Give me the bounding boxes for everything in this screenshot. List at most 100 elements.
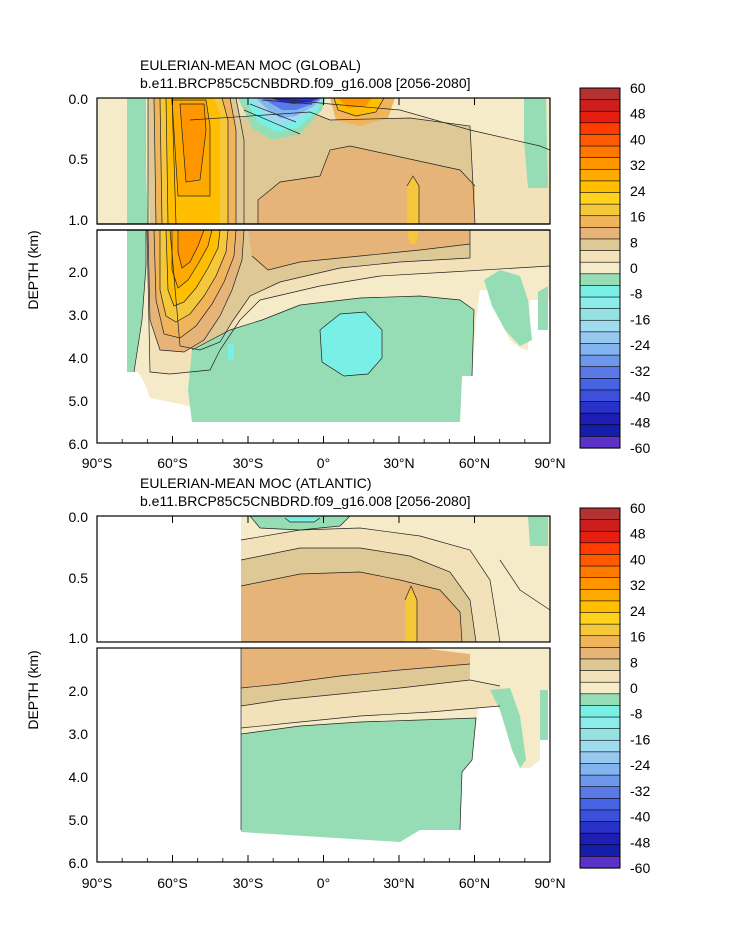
atlantic-colorbar-swatch — [579, 588, 621, 602]
atlantic-xtick-label: 90°N — [534, 875, 565, 891]
global-colorbar-label: -32 — [630, 363, 650, 379]
atlantic-xtick-label: 60°S — [157, 875, 188, 891]
atlantic-ytick-0-0: 0.0 — [69, 509, 89, 525]
atlantic-colorbar-swatch — [579, 681, 621, 695]
global-colorbar-label: 8 — [630, 234, 638, 250]
global-tick-marks — [96, 98, 551, 443]
global-colorbar-swatch — [579, 389, 621, 403]
atlantic-lower-field — [97, 648, 550, 862]
atlantic-panel: EULERIAN-MEAN MOC (ATLANTIC) b.e11.BRCP8… — [25, 475, 650, 891]
atlantic-x-ticks: 90°S 60°S 30°S 0° 30°N 60°N 90°N — [82, 875, 566, 891]
global-title: EULERIAN-MEAN MOC (GLOBAL) — [140, 57, 361, 73]
atlantic-colorbar-swatch — [579, 774, 621, 788]
global-ytick-0-5: 0.5 — [69, 151, 89, 167]
global-ytick-5-0: 5.0 — [69, 393, 89, 409]
global-colorbar-label: -40 — [630, 389, 650, 405]
global-ytick-2-0: 2.0 — [69, 264, 89, 280]
global-colorbar-swatch — [579, 424, 621, 437]
atlantic-colorbar-swatch — [579, 856, 621, 869]
atlantic-colorbar-swatch — [579, 519, 621, 532]
atlantic-ytick-3-0: 3.0 — [69, 726, 89, 742]
atlantic-colorbar-label: 16 — [630, 629, 646, 645]
global-xtick-label: 30°N — [383, 455, 414, 471]
global-colorbar-swatch — [579, 215, 621, 228]
atlantic-colorbar-swatch — [579, 798, 621, 811]
global-colorbar-swatch — [579, 366, 621, 379]
global-colorbar-swatch — [579, 99, 621, 112]
atlantic-xtick-label: 60°N — [459, 875, 490, 891]
global-colorbar-swatch — [579, 192, 621, 205]
atlantic-colorbar-swatch — [579, 635, 621, 648]
atlantic-colorbar-swatch — [579, 705, 621, 718]
atlantic-colorbar-label: -8 — [630, 706, 643, 722]
global-colorbar-swatch — [579, 319, 621, 333]
atlantic-colorbar: 60 48 40 32 24 16 8 0 -8 -16 -24 -32 -40 -48 -60 — [579, 500, 650, 876]
atlantic-colorbar-swatch — [579, 530, 621, 544]
atlantic-colorbar-swatch — [579, 577, 621, 590]
atlantic-colorbar-swatch — [579, 751, 621, 765]
atlantic-colorbar-label: 32 — [630, 577, 646, 593]
global-colorbar-swatch — [579, 401, 621, 414]
atlantic-colorbar-label: 48 — [630, 526, 646, 542]
atlantic-colorbar-swatch — [579, 693, 621, 707]
atlantic-colorbar-swatch — [579, 844, 621, 857]
atlantic-colorbar-swatch — [579, 554, 621, 567]
global-y-ticks: 0.0 0.5 1.0 2.0 3.0 4.0 5.0 6.0 — [69, 91, 89, 452]
atlantic-y-ticks: 0.0 0.5 1.0 2.0 3.0 4.0 5.0 6.0 — [69, 509, 89, 871]
global-colorbar-swatch — [579, 227, 621, 240]
atlantic-colorbar-swatch — [579, 832, 621, 846]
atlantic-ytick-6-0: 6.0 — [69, 855, 89, 871]
global-colorbar-frame — [579, 87, 621, 449]
atlantic-colorbar-swatch — [579, 728, 621, 741]
atlantic-colorbar-swatch — [579, 809, 621, 823]
global-xtick-label: 90°N — [534, 455, 565, 471]
global-colorbar-label: 16 — [630, 209, 646, 225]
atlantic-colorbar-swatch — [579, 716, 621, 730]
global-colorbar-swatch — [579, 331, 621, 345]
atlantic-colorbar-frame — [579, 507, 621, 869]
global-colorbar: 60 48 40 32 24 16 8 0 -8 -16 -24 -32 -40 -48 -60 — [579, 80, 650, 456]
global-xtick-label: 60°N — [459, 455, 490, 471]
atlantic-title: EULERIAN-MEAN MOC (ATLANTIC) — [140, 475, 372, 491]
global-colorbar-swatch — [579, 343, 621, 356]
atlantic-colorbar-swatch — [579, 670, 621, 683]
global-colorbar-swatch — [579, 145, 621, 159]
atlantic-colorbar-label: -40 — [630, 809, 650, 825]
global-colorbar-label: -24 — [630, 337, 650, 353]
global-colorbar-swatch — [579, 273, 621, 287]
global-colorbar-swatch — [579, 261, 621, 275]
global-colorbar-label: 32 — [630, 157, 646, 173]
atlantic-upper-field — [97, 516, 550, 642]
atlantic-colorbar-swatch — [579, 763, 621, 776]
global-upper-field — [97, 98, 550, 224]
global-subtitle: b.e11.BRCP85C5CNBDRD.f09_g16.008 [2056-2… — [140, 75, 471, 91]
global-xtick-label: 0° — [317, 455, 330, 471]
global-ytick-0-0: 0.0 — [69, 91, 89, 107]
global-colorbar-swatch — [579, 308, 621, 321]
atlantic-ylabel: DEPTH (km) — [25, 650, 41, 729]
global-colorbar-label: 0 — [630, 260, 638, 276]
atlantic-ytick-2-0: 2.0 — [69, 683, 89, 699]
atlantic-ytick-4-0: 4.0 — [69, 769, 89, 785]
global-colorbar-swatch — [579, 296, 621, 310]
global-panel: EULERIAN-MEAN MOC (GLOBAL) b.e11.BRCP85C… — [25, 57, 650, 471]
global-colorbar-swatch — [579, 285, 621, 298]
global-colorbar-swatch — [579, 412, 621, 426]
atlantic-colorbar-swatch — [579, 565, 621, 579]
global-colorbar-label: 24 — [630, 183, 646, 199]
global-colorbar-label: 60 — [630, 80, 646, 96]
global-xtick-label: 30°S — [233, 455, 264, 471]
global-colorbar-swatch — [579, 87, 621, 101]
global-colorbar-label: -60 — [630, 440, 650, 456]
global-colorbar-swatch — [579, 250, 621, 263]
global-colorbar-swatch — [579, 180, 621, 194]
atlantic-colorbar-swatch — [579, 612, 621, 625]
global-ytick-6-0: 6.0 — [69, 436, 89, 452]
global-colorbar-swatch — [579, 436, 621, 449]
atlantic-xtick-label: 90°S — [82, 875, 113, 891]
global-colorbar-label: -8 — [630, 286, 643, 302]
global-colorbar-swatch — [579, 354, 621, 368]
atlantic-colorbar-swatch — [579, 542, 621, 556]
global-ytick-4-0: 4.0 — [69, 350, 89, 366]
